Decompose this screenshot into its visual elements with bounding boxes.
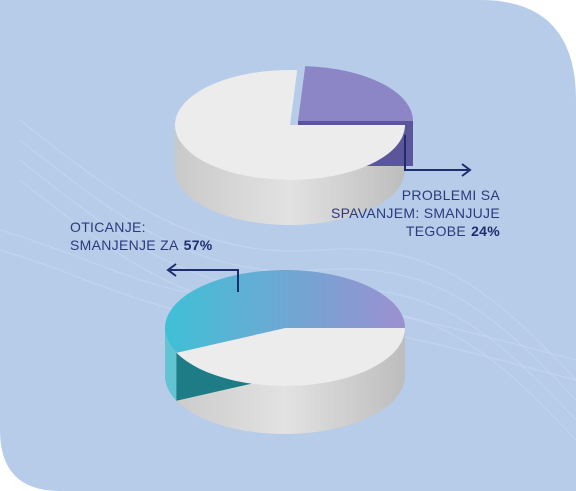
pie-top xyxy=(175,70,405,180)
label-line: SPAVANJEM: SMANJUJE xyxy=(331,205,500,221)
slice-top xyxy=(298,66,413,121)
pie-label: PROBLEMI SA SPAVANJEM: SMANJUJE TEGOBE 24% xyxy=(331,187,500,239)
charts xyxy=(165,66,413,434)
slice-top xyxy=(165,270,405,353)
arrow-line xyxy=(404,135,468,171)
label-line: OTICANJE: xyxy=(70,219,146,235)
pie-side xyxy=(175,125,405,225)
label-line: TEGOBE xyxy=(406,223,466,239)
label-line: PROBLEMI SA xyxy=(402,187,501,203)
pie-top xyxy=(176,328,406,386)
arrow-head xyxy=(166,263,177,277)
value-label: 57% xyxy=(184,237,213,253)
pie-side xyxy=(165,328,405,434)
arrows xyxy=(166,135,472,292)
arrow-line xyxy=(170,269,239,292)
pie-label: OTICANJE: SMANJENJE ZA 57% xyxy=(70,219,213,253)
value-label: 24% xyxy=(471,223,500,239)
slice-side xyxy=(165,328,177,401)
label-line: SMANJENJE ZA xyxy=(70,237,179,253)
arrow-head xyxy=(461,163,472,177)
